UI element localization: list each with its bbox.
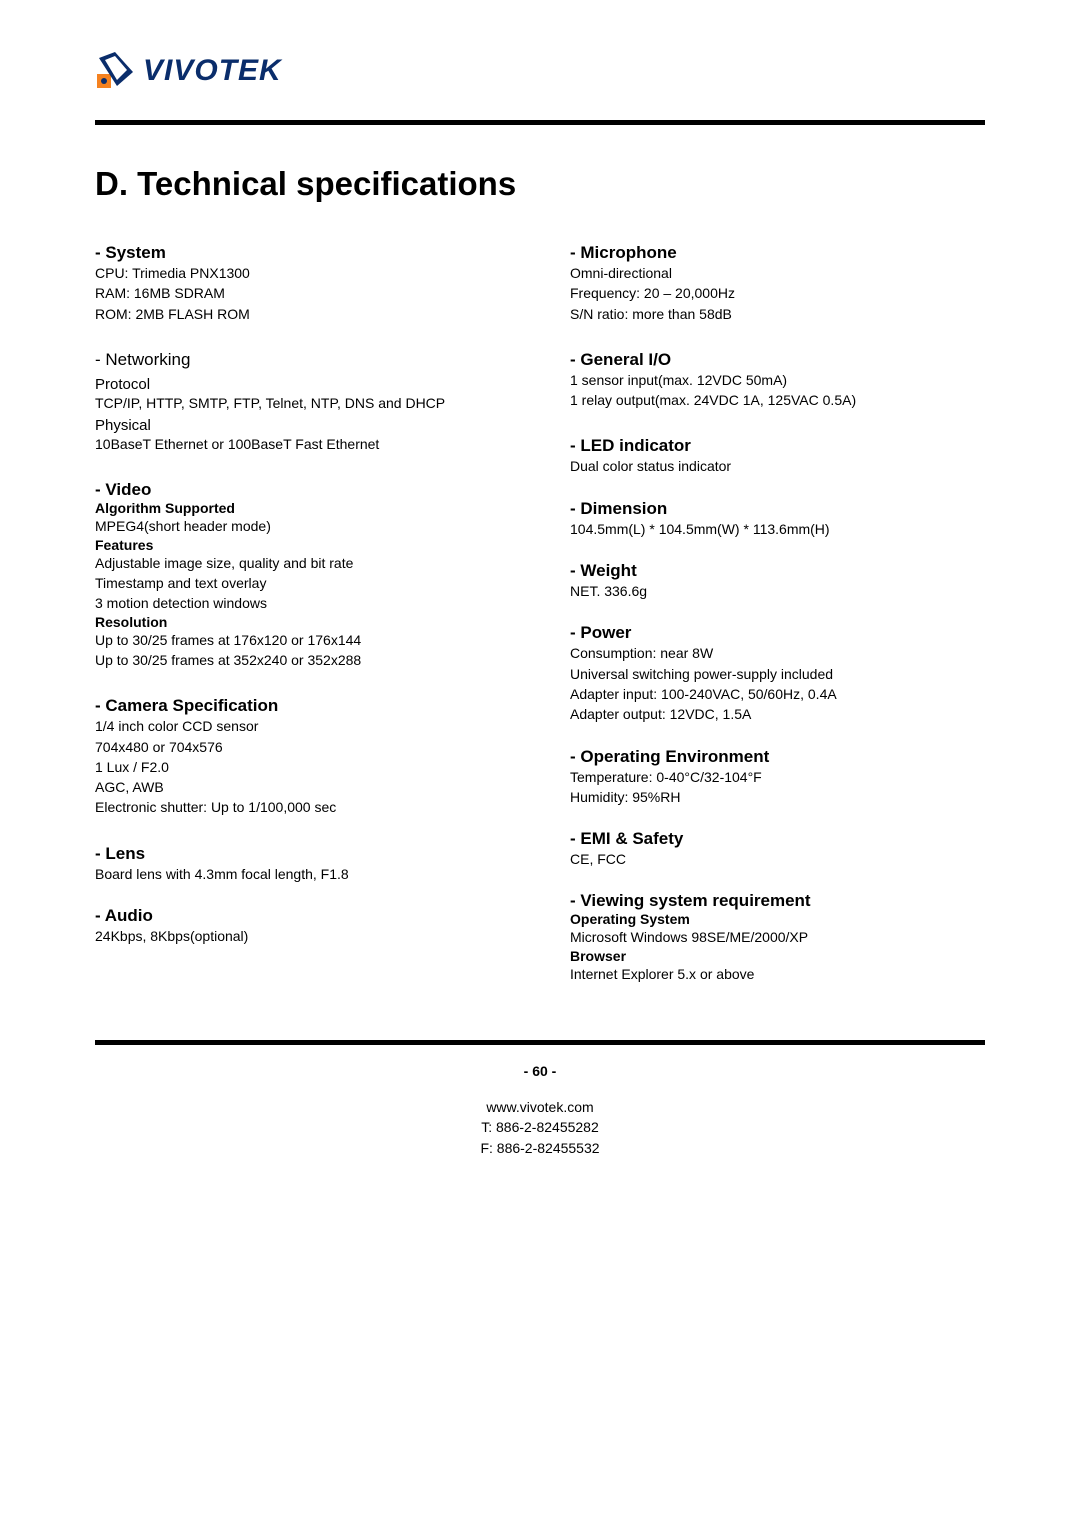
section-lens: - Lens Board lens with 4.3mm focal lengt… xyxy=(95,844,510,884)
logo-text: VIVOTEK xyxy=(143,54,282,88)
page-title: D. Technical specifications xyxy=(95,165,985,203)
section-led: - LED indicator Dual color status indica… xyxy=(570,436,985,476)
mic-line: Omni-directional xyxy=(570,263,985,283)
camera-line: 704x480 or 704x576 xyxy=(95,737,510,757)
video-feat-subheading: Features xyxy=(95,537,510,553)
mic-line: Frequency: 20 – 20,000Hz xyxy=(570,283,985,303)
env-line: Temperature: 0-40°C/32-104°F xyxy=(570,767,985,787)
vivotek-logo-icon xyxy=(95,50,137,92)
footer: - 60 - www.vivotek.com T: 886-2-82455282… xyxy=(95,1063,985,1158)
led-line: Dual color status indicator xyxy=(570,456,985,476)
gio-line: 1 sensor input(max. 12VDC 50mA) xyxy=(570,370,985,390)
video-feat-line: 3 motion detection windows xyxy=(95,593,510,613)
mic-line: S/N ratio: more than 58dB xyxy=(570,304,985,324)
power-line: Adapter input: 100-240VAC, 50/60Hz, 0.4A xyxy=(570,684,985,704)
footer-tel: T: 886-2-82455282 xyxy=(95,1117,985,1137)
system-heading: - System xyxy=(95,243,510,263)
emi-line: CE, FCC xyxy=(570,849,985,869)
audio-heading: - Audio xyxy=(95,906,510,926)
video-alg-subheading: Algorithm Supported xyxy=(95,500,510,516)
video-res-subheading: Resolution xyxy=(95,614,510,630)
gio-heading: - General I/O xyxy=(570,350,985,370)
led-heading: - LED indicator xyxy=(570,436,985,456)
video-feat-line: Timestamp and text overlay xyxy=(95,573,510,593)
gio-line: 1 relay output(max. 24VDC 1A, 125VAC 0.5… xyxy=(570,390,985,410)
section-dimension: - Dimension 104.5mm(L) * 104.5mm(W) * 11… xyxy=(570,499,985,539)
section-emi: - EMI & Safety CE, FCC xyxy=(570,829,985,869)
power-line: Universal switching power-supply include… xyxy=(570,664,985,684)
section-system: - System CPU: Trimedia PNX1300 RAM: 16MB… xyxy=(95,243,510,324)
footer-url: www.vivotek.com xyxy=(95,1097,985,1117)
camera-heading: - Camera Specification xyxy=(95,696,510,716)
view-os-line: Microsoft Windows 98SE/ME/2000/XP xyxy=(570,927,985,947)
weight-heading: - Weight xyxy=(570,561,985,581)
protocol-line: TCP/IP, HTTP, SMTP, FTP, Telnet, NTP, DN… xyxy=(95,393,510,413)
physical-subheading: Physical xyxy=(95,417,510,434)
view-br-line: Internet Explorer 5.x or above xyxy=(570,964,985,984)
section-camera: - Camera Specification 1/4 inch color CC… xyxy=(95,696,510,817)
section-audio: - Audio 24Kbps, 8Kbps(optional) xyxy=(95,906,510,946)
dim-heading: - Dimension xyxy=(570,499,985,519)
protocol-subheading: Protocol xyxy=(95,376,510,393)
lens-line: Board lens with 4.3mm focal length, F1.8 xyxy=(95,864,510,884)
camera-line: 1/4 inch color CCD sensor xyxy=(95,716,510,736)
system-line: RAM: 16MB SDRAM xyxy=(95,283,510,303)
mic-heading: - Microphone xyxy=(570,243,985,263)
section-power: - Power Consumption: near 8W Universal s… xyxy=(570,623,985,724)
view-os-subheading: Operating System xyxy=(570,911,985,927)
left-column: - System CPU: Trimedia PNX1300 RAM: 16MB… xyxy=(95,243,510,1010)
dim-line: 104.5mm(L) * 104.5mm(W) * 113.6mm(H) xyxy=(570,519,985,539)
camera-line: AGC, AWB xyxy=(95,777,510,797)
power-heading: - Power xyxy=(570,623,985,643)
lens-heading: - Lens xyxy=(95,844,510,864)
video-alg-line: MPEG4(short header mode) xyxy=(95,516,510,536)
video-res-line: Up to 30/25 frames at 176x120 or 176x144 xyxy=(95,630,510,650)
camera-line: 1 Lux / F2.0 xyxy=(95,757,510,777)
camera-line: Electronic shutter: Up to 1/100,000 sec xyxy=(95,797,510,817)
section-general-io: - General I/O 1 sensor input(max. 12VDC … xyxy=(570,350,985,411)
video-heading: - Video xyxy=(95,480,510,500)
networking-heading: - Networking xyxy=(95,350,510,370)
system-line: CPU: Trimedia PNX1300 xyxy=(95,263,510,283)
power-line: Consumption: near 8W xyxy=(570,643,985,663)
right-column: - Microphone Omni-directional Frequency:… xyxy=(570,243,985,1010)
bottom-divider xyxy=(95,1040,985,1045)
env-line: Humidity: 95%RH xyxy=(570,787,985,807)
section-microphone: - Microphone Omni-directional Frequency:… xyxy=(570,243,985,324)
section-networking: - Networking Protocol TCP/IP, HTTP, SMTP… xyxy=(95,350,510,455)
audio-line: 24Kbps, 8Kbps(optional) xyxy=(95,926,510,946)
video-res-line: Up to 30/25 frames at 352x240 or 352x288 xyxy=(95,650,510,670)
view-br-subheading: Browser xyxy=(570,948,985,964)
physical-line: 10BaseT Ethernet or 100BaseT Fast Ethern… xyxy=(95,434,510,454)
logo: VIVOTEK xyxy=(95,50,985,92)
section-weight: - Weight NET. 336.6g xyxy=(570,561,985,601)
content-columns: - System CPU: Trimedia PNX1300 RAM: 16MB… xyxy=(95,243,985,1010)
weight-line: NET. 336.6g xyxy=(570,581,985,601)
video-feat-line: Adjustable image size, quality and bit r… xyxy=(95,553,510,573)
section-video: - Video Algorithm Supported MPEG4(short … xyxy=(95,480,510,670)
top-divider xyxy=(95,120,985,125)
power-line: Adapter output: 12VDC, 1.5A xyxy=(570,704,985,724)
section-env: - Operating Environment Temperature: 0-4… xyxy=(570,747,985,808)
emi-heading: - EMI & Safety xyxy=(570,829,985,849)
footer-fax: F: 886-2-82455532 xyxy=(95,1138,985,1158)
section-viewing: - Viewing system requirement Operating S… xyxy=(570,891,985,984)
env-heading: - Operating Environment xyxy=(570,747,985,767)
system-line: ROM: 2MB FLASH ROM xyxy=(95,304,510,324)
view-heading: - Viewing system requirement xyxy=(570,891,985,911)
page-number: - 60 - xyxy=(95,1063,985,1079)
